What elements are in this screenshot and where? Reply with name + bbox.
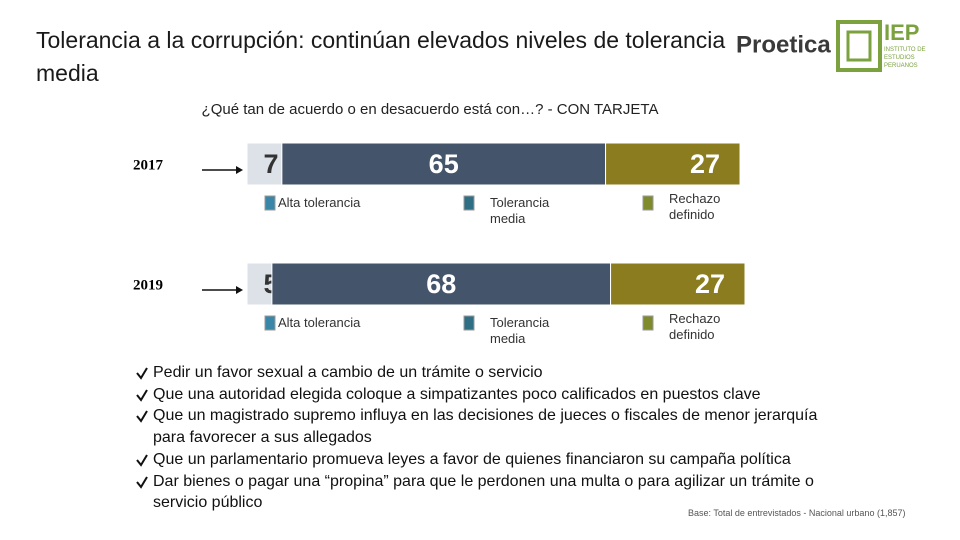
value-label: 27 <box>690 149 720 179</box>
bar-segment <box>281 142 607 186</box>
bullet: Pedir un favor sexual a cambio de un trá… <box>133 362 833 384</box>
value-label: 7 <box>263 149 278 179</box>
bullet: Que un parlamentario promueva leyes a fa… <box>133 449 833 471</box>
bullet-text: Que una autoridad elegida coloque a simp… <box>153 385 761 403</box>
logo-sub: INSTITUTO DE ESTUDIOS PERUANOS <box>884 47 926 69</box>
legend-label: Tolerancia media <box>490 195 550 226</box>
legend-swatch <box>463 195 475 211</box>
bullet-text: Que un parlamentario promueva leyes a fa… <box>153 450 791 468</box>
value-label: 27 <box>695 269 725 299</box>
bullet: Que un magistrado supremo influya en las… <box>133 405 833 448</box>
footnote: Base: Total de entrevistados - Nacional … <box>688 508 906 518</box>
bullet-list: Pedir un favor sexual a cambio de un trá… <box>133 362 833 514</box>
value-label: 65 <box>429 149 459 179</box>
bullet-text: Que un magistrado supremo influya en las… <box>153 407 818 447</box>
logo-icon <box>836 20 882 72</box>
legend-label: Alta tolerancia <box>278 315 361 330</box>
logo-box <box>720 22 830 76</box>
bullet: Que una autoridad elegida coloque a simp… <box>133 384 833 406</box>
legend-swatch <box>264 315 276 331</box>
legend-label: Alta tolerancia <box>278 195 361 210</box>
bar-segment <box>271 262 612 306</box>
legend-swatch <box>642 195 654 211</box>
check-icon <box>136 476 148 489</box>
legend-label: Tolerancia media <box>490 315 550 346</box>
category-label: 2019 <box>133 277 163 293</box>
logo-right: IEP <box>884 20 919 45</box>
legend-swatch <box>463 315 475 331</box>
check-icon <box>136 367 148 380</box>
logo-left: Proetica <box>736 31 831 58</box>
arrow-head <box>236 286 243 294</box>
value-label: 68 <box>426 269 456 299</box>
bar-segment <box>246 262 273 306</box>
bar-segment <box>605 142 741 186</box>
bullet-text: Pedir un favor sexual a cambio de un trá… <box>153 364 543 381</box>
bar-segment <box>246 142 283 186</box>
check-icon <box>136 454 148 467</box>
legend-swatch <box>264 195 276 211</box>
category-label: 2017 <box>133 157 164 173</box>
subtitle: ¿Qué tan de acuerdo o en desacuerdo está… <box>202 101 659 118</box>
legend-label: Rechazo definido <box>669 311 721 342</box>
title: Tolerancia a la corrupción: continúan el… <box>36 27 726 86</box>
legend-label: Rechazo definido <box>669 191 721 222</box>
bullet-text: Dar bienes o pagar una “propina” para qu… <box>153 472 814 512</box>
bullet: Dar bienes o pagar una “propina” para qu… <box>133 471 833 514</box>
bar-segment <box>610 262 746 306</box>
check-icon <box>136 389 148 402</box>
check-icon <box>136 410 148 424</box>
legend-swatch <box>642 315 654 331</box>
arrow-head <box>236 166 243 174</box>
logo-icon <box>846 30 872 62</box>
